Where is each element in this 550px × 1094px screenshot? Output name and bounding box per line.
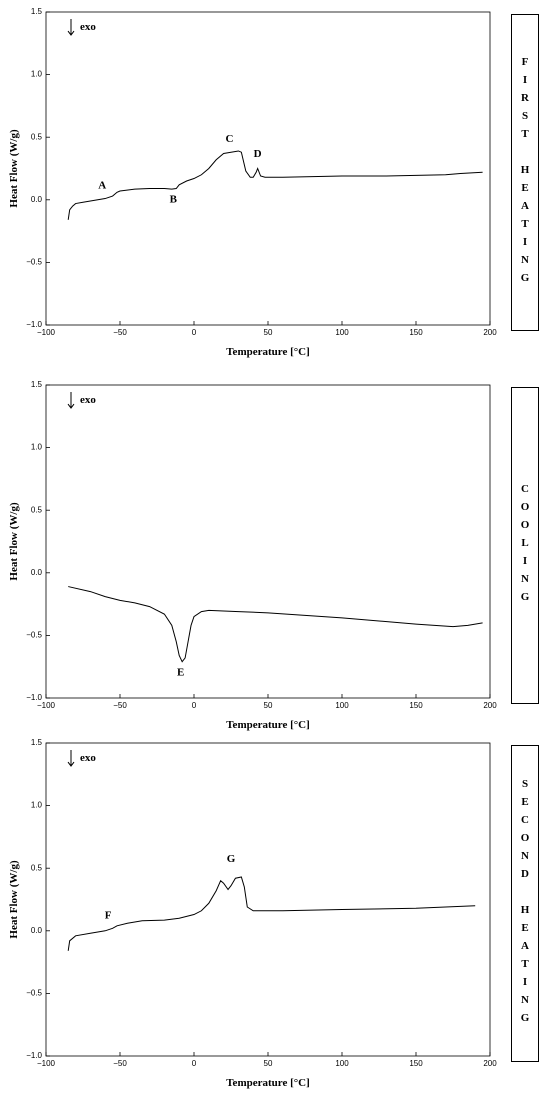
x-tick-label: 100 bbox=[335, 328, 349, 337]
annotation: C bbox=[226, 133, 234, 145]
x-axis-label: Temperature [°C] bbox=[226, 346, 310, 358]
y-tick-label: −1.0 bbox=[26, 320, 42, 329]
x-tick-label: −100 bbox=[37, 328, 56, 337]
y-tick-label: 0.0 bbox=[31, 195, 43, 204]
annotation: A bbox=[98, 180, 106, 192]
x-tick-label: 150 bbox=[409, 701, 423, 710]
plot-frame bbox=[45, 742, 491, 1057]
data-line bbox=[67, 876, 476, 951]
x-tick-label: 50 bbox=[264, 1059, 273, 1068]
exo-label: exo bbox=[80, 394, 96, 406]
x-tick-label: −100 bbox=[37, 1059, 56, 1068]
y-axis-label: Heat Flow (W/g) bbox=[8, 860, 20, 939]
y-tick-label: −0.5 bbox=[26, 989, 42, 998]
x-tick-label: 200 bbox=[483, 701, 497, 710]
x-tick-label: 100 bbox=[335, 1059, 349, 1068]
y-tick-label: 1.0 bbox=[31, 443, 43, 452]
y-tick-label: −0.5 bbox=[26, 258, 42, 267]
x-axis-label: Temperature [°C] bbox=[226, 1077, 310, 1089]
y-tick-label: 0.5 bbox=[31, 132, 43, 141]
annotation: G bbox=[227, 853, 236, 865]
plot-frame bbox=[45, 11, 491, 326]
exo-arrow bbox=[67, 392, 75, 409]
panel-label: FIRST HEATING bbox=[519, 55, 531, 290]
exo-arrow bbox=[67, 750, 75, 767]
exo-label: exo bbox=[80, 752, 96, 764]
plot-frame bbox=[45, 384, 491, 699]
y-tick-label: 0.5 bbox=[31, 505, 43, 514]
annotation: E bbox=[177, 666, 184, 678]
y-tick-label: 0.0 bbox=[31, 926, 43, 935]
data-line bbox=[68, 586, 483, 663]
x-tick-label: −50 bbox=[113, 1059, 127, 1068]
y-tick-label: 1.5 bbox=[31, 7, 43, 16]
panel-label-box: COOLING bbox=[511, 387, 539, 704]
panel-label-box: FIRST HEATING bbox=[511, 14, 539, 331]
panel-label: SECOND HEATING bbox=[519, 777, 531, 1030]
x-axis-label: Temperature [°C] bbox=[226, 719, 310, 731]
exo-arrow bbox=[67, 19, 75, 36]
y-tick-label: 1.5 bbox=[31, 380, 43, 389]
exo-label: exo bbox=[80, 21, 96, 33]
y-tick-label: 0.0 bbox=[31, 568, 43, 577]
y-tick-label: −1.0 bbox=[26, 1051, 42, 1060]
y-axis-label: Heat Flow (W/g) bbox=[8, 502, 20, 581]
x-tick-label: 200 bbox=[483, 328, 497, 337]
x-tick-label: 50 bbox=[264, 328, 273, 337]
x-tick-label: 150 bbox=[409, 328, 423, 337]
annotation: D bbox=[254, 148, 262, 160]
y-tick-label: 1.0 bbox=[31, 70, 43, 79]
y-axis-label: Heat Flow (W/g) bbox=[8, 129, 20, 208]
x-tick-label: 0 bbox=[192, 701, 197, 710]
panel-label: COOLING bbox=[519, 482, 531, 609]
x-tick-label: 200 bbox=[483, 1059, 497, 1068]
y-tick-label: −0.5 bbox=[26, 631, 42, 640]
x-tick-label: −100 bbox=[37, 701, 56, 710]
x-tick-label: 0 bbox=[192, 1059, 197, 1068]
y-tick-label: 1.0 bbox=[31, 801, 43, 810]
y-tick-label: −1.0 bbox=[26, 693, 42, 702]
annotation: F bbox=[105, 909, 112, 921]
annotation: B bbox=[170, 193, 178, 205]
data-line bbox=[67, 150, 483, 220]
x-tick-label: 150 bbox=[409, 1059, 423, 1068]
x-tick-label: −50 bbox=[113, 701, 127, 710]
x-tick-label: 50 bbox=[264, 701, 273, 710]
x-tick-label: 100 bbox=[335, 701, 349, 710]
y-tick-label: 0.5 bbox=[31, 863, 43, 872]
y-tick-label: 1.5 bbox=[31, 738, 43, 747]
panel-label-box: SECOND HEATING bbox=[511, 745, 539, 1062]
x-tick-label: −50 bbox=[113, 328, 127, 337]
x-tick-label: 0 bbox=[192, 328, 197, 337]
